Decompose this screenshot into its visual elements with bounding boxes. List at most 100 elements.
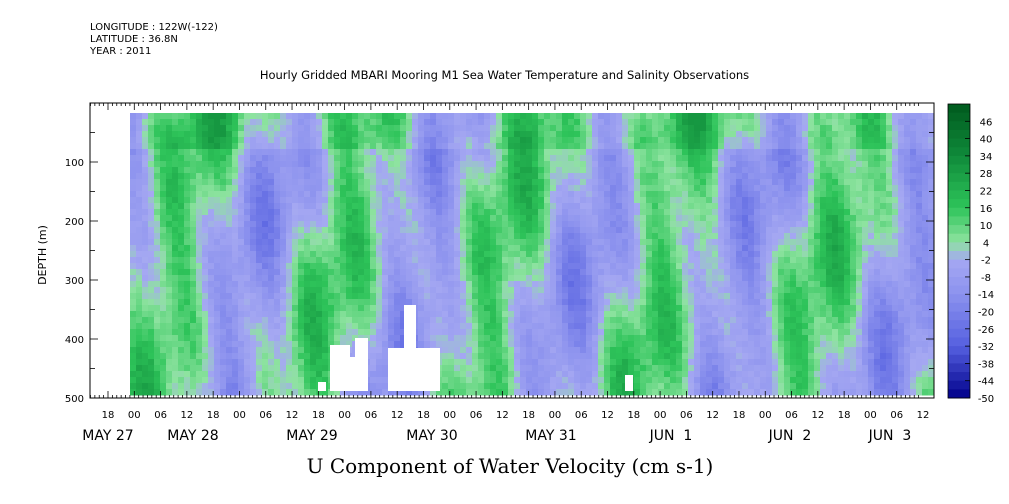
heatmap-cell <box>220 149 227 156</box>
heatmap-cell <box>418 125 425 132</box>
heatmap-cell <box>232 131 239 138</box>
heatmap-cell <box>172 317 179 324</box>
heatmap-cell <box>382 389 389 396</box>
heatmap-cell <box>496 251 503 258</box>
heatmap-cell <box>298 287 305 294</box>
heatmap-cell <box>202 239 209 246</box>
heatmap-cell <box>550 329 557 336</box>
heatmap-cell <box>172 215 179 222</box>
heatmap-cell <box>622 347 629 354</box>
heatmap-cell <box>196 149 203 156</box>
heatmap-cell <box>172 365 179 372</box>
heatmap-cell <box>610 359 617 366</box>
heatmap-cell <box>484 131 491 138</box>
heatmap-cell <box>616 149 623 156</box>
heatmap-cell <box>268 167 275 174</box>
heatmap-cell <box>148 335 155 342</box>
heatmap-cell <box>586 137 593 144</box>
heatmap-cell <box>442 239 449 246</box>
heatmap-cell <box>316 347 323 354</box>
heatmap-cell <box>262 119 269 126</box>
heatmap-cell <box>136 377 143 384</box>
heatmap-cell <box>334 257 341 264</box>
heatmap-cell <box>334 275 341 282</box>
heatmap-cell <box>262 185 269 192</box>
heatmap-cell <box>292 167 299 174</box>
heatmap-cell <box>184 125 191 132</box>
heatmap-cell <box>622 281 629 288</box>
heatmap-cell <box>616 335 623 342</box>
heatmap-cell <box>658 359 665 366</box>
heatmap-cell <box>526 197 533 204</box>
heatmap-cell <box>166 389 173 396</box>
heatmap-cell <box>472 281 479 288</box>
heatmap-cell <box>562 197 569 204</box>
heatmap-cell <box>286 113 293 120</box>
heatmap-cell <box>520 221 527 228</box>
heatmap-cell <box>610 383 617 390</box>
heatmap-cell <box>238 161 245 168</box>
heatmap-cell <box>208 383 215 390</box>
heatmap-cell <box>466 311 473 318</box>
heatmap-cell <box>166 131 173 138</box>
heatmap-cell <box>508 185 515 192</box>
heatmap-cell <box>532 209 539 216</box>
heatmap-cell <box>688 119 695 126</box>
heatmap-cell <box>694 287 701 294</box>
heatmap-cell <box>706 263 713 270</box>
heatmap-cell <box>688 149 695 156</box>
heatmap-cell <box>352 161 359 168</box>
heatmap-cell <box>688 353 695 360</box>
heatmap-cell <box>232 365 239 372</box>
heatmap-cell <box>436 329 443 336</box>
heatmap-cell <box>628 371 635 378</box>
heatmap-cell <box>388 149 395 156</box>
heatmap-cell <box>574 383 581 390</box>
heatmap-cell <box>370 155 377 162</box>
heatmap-cell <box>520 389 527 396</box>
heatmap-cell <box>658 383 665 390</box>
heatmap-cell <box>712 389 719 396</box>
heatmap-cell <box>688 143 695 150</box>
heatmap-cell <box>628 311 635 318</box>
heatmap-cell <box>586 299 593 306</box>
heatmap-cell <box>130 113 137 120</box>
heatmap-cell <box>400 209 407 216</box>
heatmap-cell <box>352 233 359 240</box>
heatmap-cell <box>640 119 647 126</box>
heatmap-cell <box>598 371 605 378</box>
heatmap-cell <box>358 269 365 276</box>
heatmap-cell <box>586 269 593 276</box>
heatmap-cell <box>268 305 275 312</box>
heatmap-cell <box>736 305 743 312</box>
heatmap-cell <box>706 155 713 162</box>
heatmap-cell <box>730 227 737 234</box>
heatmap-cell <box>652 197 659 204</box>
heatmap-cell <box>304 137 311 144</box>
heatmap-cell <box>304 209 311 216</box>
heatmap-cell <box>448 359 455 366</box>
heatmap-cell <box>682 281 689 288</box>
heatmap-cell <box>718 149 725 156</box>
heatmap-cell <box>130 281 137 288</box>
heatmap-cell <box>292 263 299 270</box>
heatmap-cell <box>148 299 155 306</box>
heatmap-cell <box>250 143 257 150</box>
heatmap-cell <box>142 305 149 312</box>
heatmap-cell <box>760 167 767 174</box>
heatmap-cell <box>538 143 545 150</box>
heatmap-cell <box>508 137 515 144</box>
heatmap-cell <box>484 191 491 198</box>
heatmap-cell <box>166 245 173 252</box>
heatmap-cell <box>574 371 581 378</box>
heatmap-cell <box>220 203 227 210</box>
heatmap-cell <box>418 197 425 204</box>
heatmap-cell <box>280 335 287 342</box>
heatmap-cell <box>610 257 617 264</box>
heatmap-cell <box>694 245 701 252</box>
heatmap-cell <box>652 119 659 126</box>
heatmap-cell <box>256 191 263 198</box>
heatmap-cell <box>550 137 557 144</box>
heatmap-cell <box>226 215 233 222</box>
heatmap-cell <box>364 119 371 126</box>
